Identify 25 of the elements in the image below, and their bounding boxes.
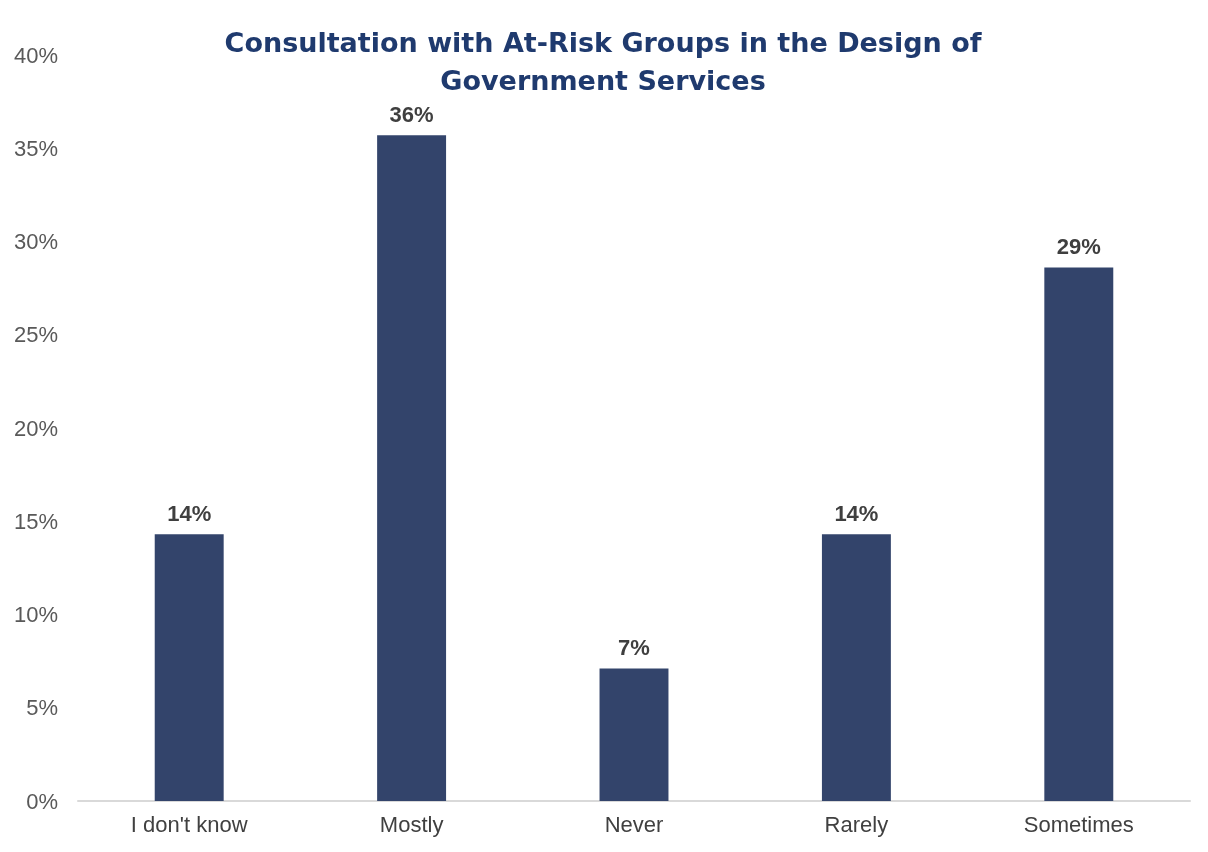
y-tick-label: 20%	[13, 415, 58, 441]
y-tick-label: 40%	[13, 42, 58, 68]
bar	[377, 135, 447, 801]
x-tick-label: Rarely	[824, 811, 889, 837]
x-tick-label: Mostly	[379, 811, 444, 837]
bar	[599, 668, 669, 801]
bar	[1044, 267, 1114, 801]
bar	[821, 534, 891, 801]
x-tick-label: Sometimes	[1023, 811, 1134, 837]
y-tick-label: 10%	[13, 602, 58, 627]
bar	[154, 534, 224, 801]
y-tick-label: 15%	[13, 508, 58, 534]
y-tick-label: 0%	[26, 788, 58, 814]
y-tick-label: 25%	[13, 322, 58, 348]
chart-title: Consultation with At-Risk Groups in the Design of Government Services	[224, 26, 982, 96]
data-label: 14%	[834, 500, 879, 526]
y-tick-label: 5%	[26, 695, 58, 721]
y-tick-label: 35%	[13, 135, 58, 161]
x-tick-label: I don't know	[130, 811, 248, 837]
data-label: 14%	[167, 500, 212, 526]
x-tick-label: Never	[604, 811, 664, 837]
y-tick-label: 30%	[13, 229, 58, 254]
data-label: 7%	[618, 635, 650, 661]
data-label: 36%	[389, 101, 434, 127]
data-label: 29%	[1056, 234, 1101, 260]
